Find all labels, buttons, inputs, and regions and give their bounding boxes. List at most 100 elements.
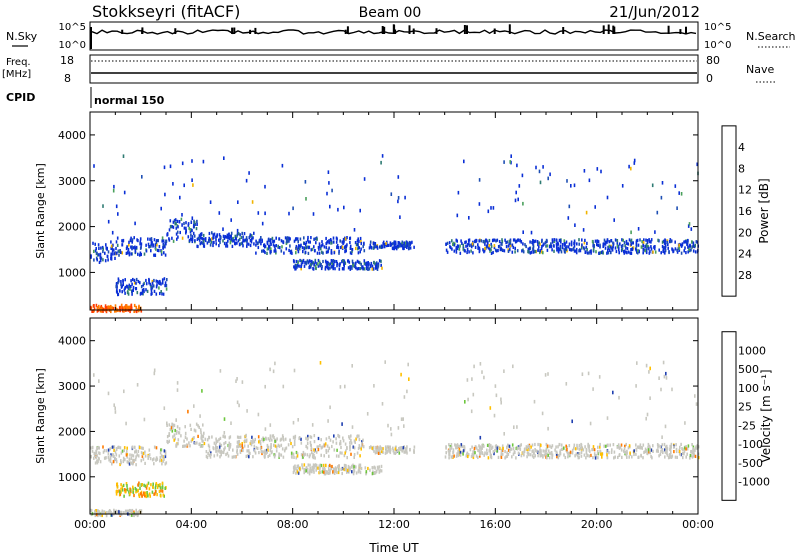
echo-cell — [449, 452, 451, 455]
echo-cell — [261, 250, 263, 253]
echo-cell — [410, 246, 412, 249]
echo-cell — [359, 209, 361, 213]
echo-cell — [353, 456, 355, 459]
echo-cell — [119, 250, 121, 253]
echo-cell — [560, 245, 562, 248]
echo-cell — [238, 440, 240, 443]
echo-cell — [194, 221, 196, 224]
echo-cell — [371, 246, 373, 249]
echo-cell — [126, 447, 128, 450]
echo-cell — [133, 491, 135, 494]
echo-cell — [153, 462, 155, 465]
echo-cell — [554, 238, 556, 241]
echo-cell — [188, 441, 190, 444]
echo-cell — [210, 243, 212, 246]
echo-cell — [265, 427, 267, 431]
echo-cell — [230, 241, 232, 244]
echo-cell — [688, 444, 690, 447]
echo-band — [90, 445, 167, 466]
echo-cell — [224, 242, 226, 245]
echo-cell — [297, 465, 299, 468]
echo-cell — [308, 246, 310, 249]
echo-cell — [465, 240, 467, 243]
echo-cell — [120, 446, 122, 449]
power-y-axis: 1000200030004000 — [58, 129, 698, 279]
figure-title: Stokkseyri (fitACF) — [92, 2, 240, 21]
echo-cell — [325, 464, 327, 467]
echo-cell — [141, 285, 143, 288]
echo-cell — [479, 202, 481, 206]
echo-cell — [684, 447, 686, 450]
echo-cell — [693, 249, 695, 252]
echo-cell — [273, 444, 275, 447]
echo-cell — [231, 237, 233, 240]
echo-band — [166, 218, 198, 244]
echo-cell — [398, 448, 400, 451]
echo-cell — [486, 240, 488, 243]
echo-cell — [171, 423, 173, 426]
echo-cell — [372, 447, 374, 450]
echo-cell — [490, 406, 492, 410]
echo-cell — [391, 243, 393, 246]
echo-cell — [597, 239, 599, 242]
echo-cell — [220, 236, 222, 239]
echo-cell — [200, 445, 202, 448]
colorbar-tick-label: 8 — [738, 162, 745, 175]
echo-cell — [370, 241, 372, 244]
echo-cell — [578, 243, 580, 246]
echo-cell — [274, 455, 276, 458]
echo-cell — [219, 455, 221, 458]
echo-cell — [179, 231, 181, 234]
echo-cell — [661, 435, 663, 439]
echo-cell — [270, 240, 272, 243]
echo-cell — [327, 445, 329, 448]
echo-cell — [519, 184, 521, 188]
noise-tick-right-top: 10^5 — [704, 22, 731, 33]
echo-cell — [297, 418, 299, 422]
echo-cell — [584, 239, 586, 242]
echo-cell — [199, 234, 201, 237]
echo-cell — [357, 239, 359, 242]
echo-cell — [367, 262, 369, 265]
echo-cell — [117, 482, 119, 485]
echo-cell — [630, 231, 632, 235]
echo-cell — [160, 207, 162, 211]
colorbar-tick-label: 1000 — [738, 344, 766, 357]
echo-cell — [281, 444, 283, 447]
echo-cell — [122, 488, 124, 491]
echo-cell — [295, 467, 297, 470]
echo-cell — [675, 443, 677, 446]
echo-cell — [594, 452, 596, 455]
echo-cell — [323, 471, 325, 474]
echo-cell — [321, 464, 323, 467]
echo-cell — [343, 241, 345, 244]
echo-cell — [120, 280, 122, 283]
echo-cell — [193, 232, 195, 235]
echo-cell — [484, 247, 486, 250]
echo-cell — [116, 252, 118, 255]
echo-cell — [510, 448, 512, 451]
echo-cell — [469, 238, 471, 241]
echo-cell — [119, 289, 121, 292]
echo-cell — [162, 246, 164, 249]
echo-cell — [580, 249, 582, 252]
echo-cell — [455, 444, 457, 447]
echo-cell — [127, 510, 129, 513]
echo-cell — [160, 494, 162, 497]
echo-cell — [328, 267, 330, 270]
echo-cell — [473, 393, 475, 397]
echo-cell — [360, 263, 362, 266]
echo-cell — [317, 263, 319, 266]
echo-cell — [628, 165, 630, 169]
echo-cell — [281, 245, 283, 248]
echo-cell — [467, 378, 469, 382]
cpid-label: CPID — [6, 91, 35, 104]
echo-cell — [209, 436, 211, 439]
echo-cell — [351, 364, 353, 368]
echo-cell — [257, 241, 259, 244]
echo-cell — [568, 245, 570, 248]
colorbar-tick-label: 100 — [738, 382, 759, 395]
echo-cell — [121, 451, 123, 454]
echo-cell — [331, 249, 333, 252]
colorbar-tick-label: 500 — [738, 363, 759, 376]
